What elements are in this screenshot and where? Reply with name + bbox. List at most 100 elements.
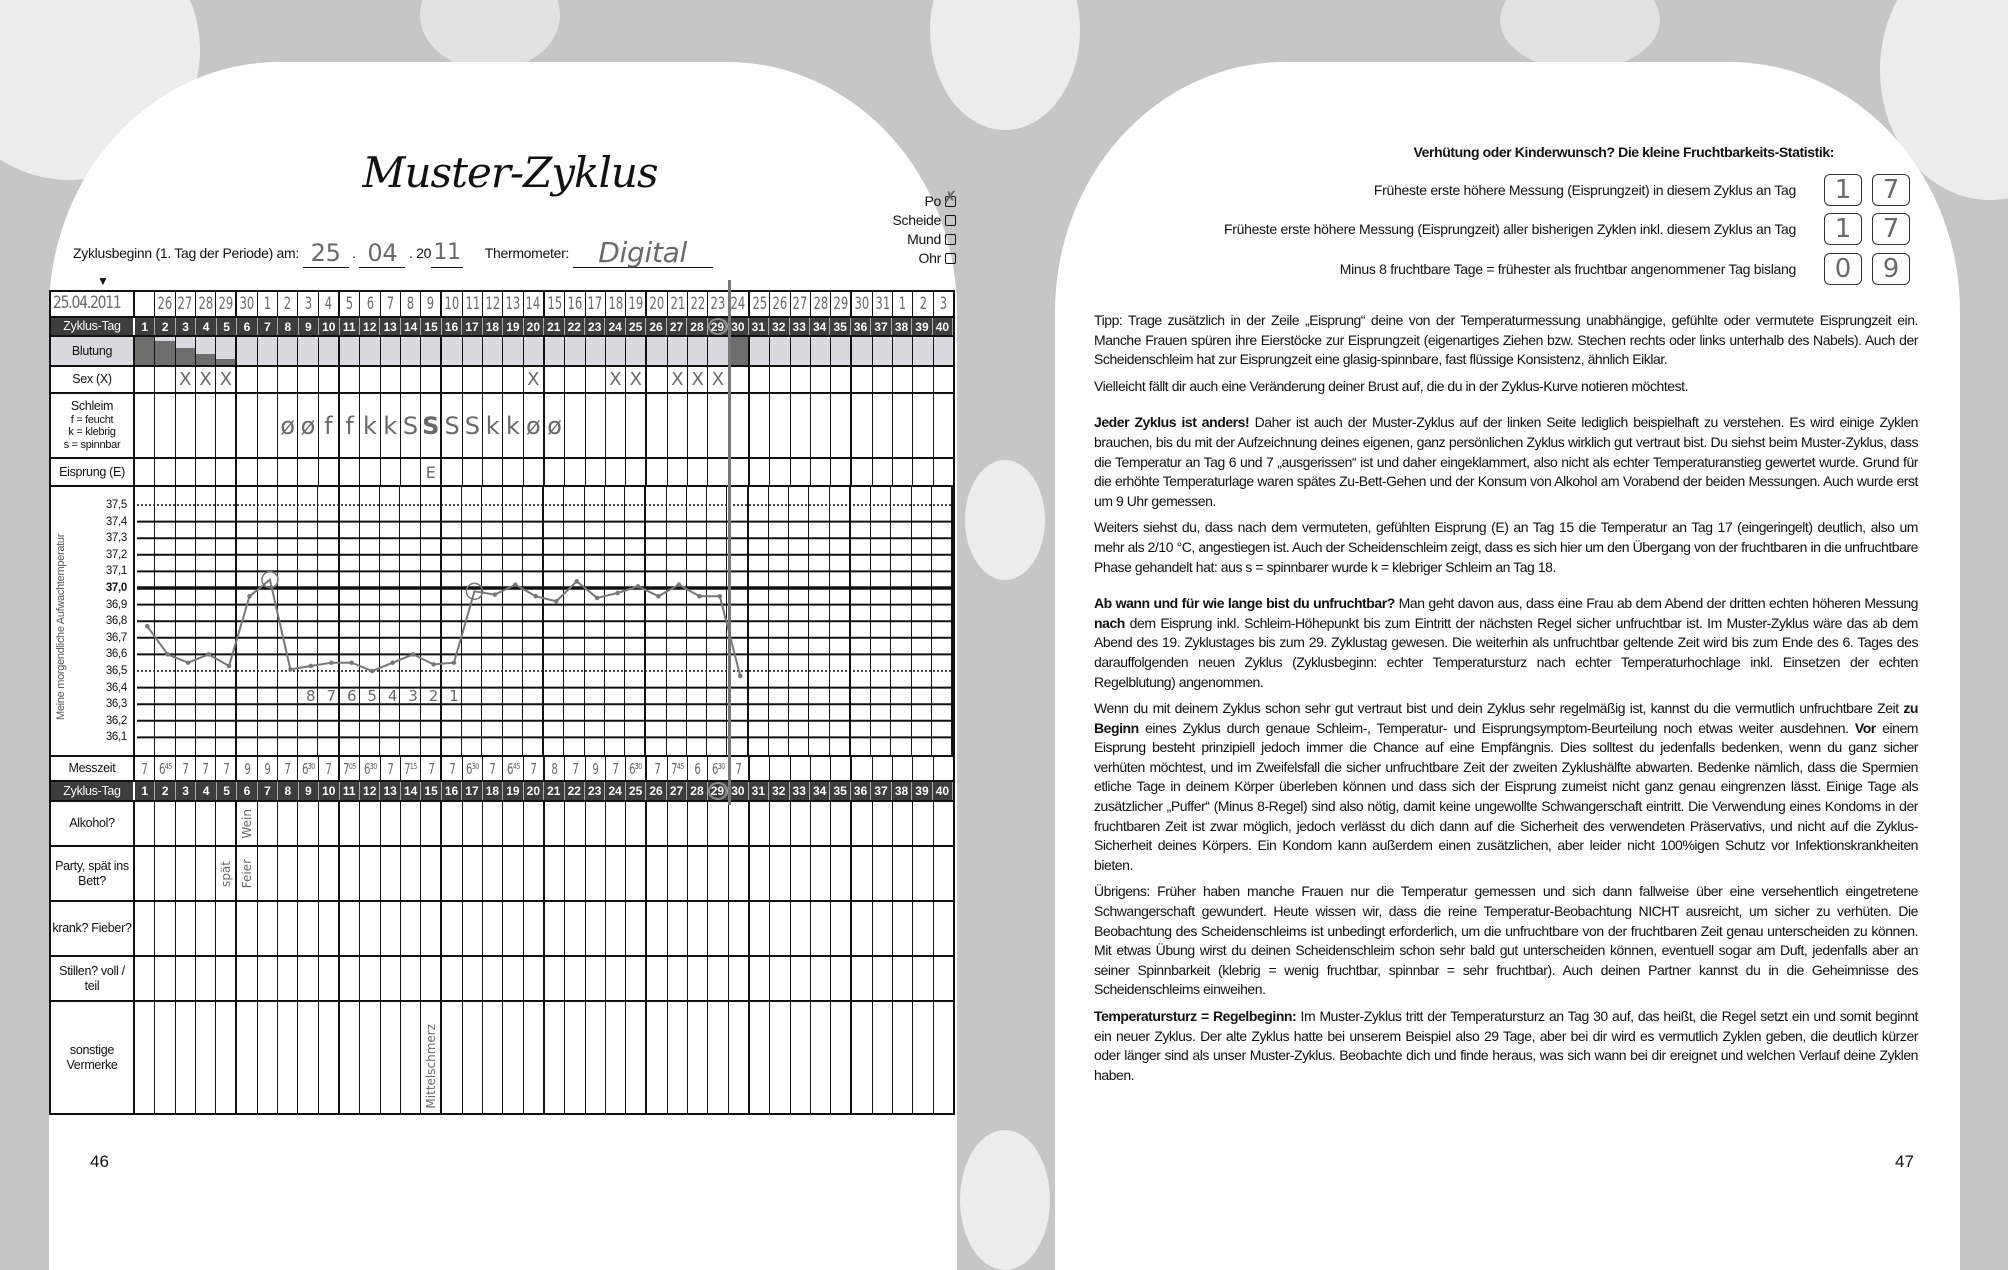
day-cell[interactable] (401, 902, 422, 955)
day-cell[interactable] (913, 459, 934, 485)
day-cell[interactable]: 18 (483, 318, 504, 335)
day-cell[interactable] (811, 367, 832, 392)
day-cell[interactable] (647, 394, 668, 457)
day-cell[interactable] (278, 367, 299, 392)
day-cell[interactable]: 7 (381, 757, 401, 780)
day-cell[interactable]: 19 (626, 292, 648, 316)
day-cell[interactable] (626, 1002, 648, 1113)
day-cell[interactable] (565, 1002, 586, 1113)
day-cell[interactable]: 1 (258, 292, 279, 316)
day-cell[interactable]: 15 (421, 782, 442, 800)
day-cell[interactable]: 16 (442, 782, 463, 800)
day-cell[interactable] (421, 337, 443, 365)
day-cell[interactable] (729, 367, 750, 392)
day-cell[interactable]: 16 (442, 318, 463, 335)
day-cell[interactable]: 27 (791, 292, 811, 316)
day-cell[interactable]: 9 (299, 782, 320, 800)
day-cell[interactable] (360, 367, 381, 392)
day-cell[interactable]: 8 (278, 782, 299, 800)
day-cell[interactable] (340, 847, 361, 900)
day-cell[interactable] (750, 757, 771, 780)
day-cell[interactable] (298, 902, 319, 955)
day-cell[interactable] (298, 337, 319, 365)
day-cell[interactable]: 7 (216, 757, 238, 780)
day-cell[interactable]: 20 (524, 782, 545, 800)
day-cell[interactable]: 30 (728, 318, 749, 335)
day-cell[interactable] (729, 459, 750, 485)
day-cell[interactable] (135, 1002, 156, 1113)
day-cell[interactable] (421, 957, 443, 1000)
day-cell[interactable]: 29 (831, 292, 853, 316)
day-cell[interactable] (811, 802, 832, 845)
day-cell[interactable] (729, 902, 750, 955)
day-cell[interactable]: 4 (196, 782, 217, 800)
day-cell[interactable] (852, 957, 873, 1000)
day-cell[interactable] (770, 957, 791, 1000)
day-cell[interactable] (381, 847, 401, 900)
day-cell[interactable] (278, 1002, 299, 1113)
day-cell[interactable] (770, 757, 791, 780)
day-cell[interactable]: 6 (688, 757, 709, 780)
day-cell[interactable] (934, 367, 953, 392)
day-cell[interactable] (503, 847, 524, 900)
day-cell[interactable] (319, 802, 340, 845)
day-cell[interactable]: 33 (790, 782, 810, 800)
day-cell[interactable]: 17 (586, 292, 606, 316)
day-cell[interactable] (626, 337, 648, 365)
day-cell[interactable]: 29 (708, 318, 729, 335)
day-cell[interactable] (688, 1002, 709, 1113)
day-cell[interactable]: ø (524, 394, 545, 457)
day-cell[interactable]: 24 (729, 292, 750, 316)
day-cell[interactable]: 7 (524, 757, 545, 780)
day-cell[interactable] (893, 1002, 914, 1113)
day-cell[interactable]: 5 (340, 292, 361, 316)
day-cell[interactable]: 30 (237, 292, 258, 316)
day-cell[interactable]: S (401, 394, 422, 457)
day-cell[interactable] (401, 337, 422, 365)
day-cell[interactable] (893, 902, 914, 955)
day-cell[interactable] (873, 957, 893, 1000)
day-cell[interactable] (606, 394, 627, 457)
day-cell[interactable]: 40 (933, 782, 954, 800)
day-cell[interactable]: 38 (892, 318, 913, 335)
day-cell[interactable] (278, 802, 299, 845)
day-cell[interactable]: 29 (216, 292, 238, 316)
day-cell[interactable] (278, 337, 299, 365)
day-cell[interactable]: 40 (933, 318, 954, 335)
day-cell[interactable]: spät (216, 847, 238, 900)
day-cell[interactable]: 12 (360, 318, 381, 335)
day-cell[interactable]: 19 (503, 318, 524, 335)
day-cell[interactable]: E (421, 459, 443, 485)
day-cell[interactable] (811, 459, 832, 485)
day-cell[interactable] (770, 1002, 791, 1113)
day-cell[interactable] (873, 902, 893, 955)
day-cell[interactable] (708, 957, 729, 1000)
day-cell[interactable] (258, 459, 279, 485)
day-cell[interactable]: 7 (729, 757, 750, 780)
day-cell[interactable] (893, 847, 914, 900)
day-cell[interactable]: 6³⁰ (708, 757, 729, 780)
day-cell[interactable]: 28 (687, 782, 708, 800)
day-cell[interactable] (319, 459, 340, 485)
day-cell[interactable]: 7 (483, 757, 504, 780)
day-cell[interactable] (770, 459, 791, 485)
day-cell[interactable] (176, 957, 196, 1000)
day-cell[interactable]: 26 (155, 292, 176, 316)
day-cell[interactable] (196, 847, 217, 900)
day-cell[interactable] (565, 367, 586, 392)
day-cell[interactable] (934, 459, 953, 485)
day-cell[interactable]: f (319, 394, 340, 457)
day-cell[interactable]: 2 (155, 782, 176, 800)
day-cell[interactable] (545, 957, 566, 1000)
day-cell[interactable]: 19 (503, 782, 524, 800)
day-cell[interactable] (298, 459, 319, 485)
day-cell[interactable]: 20 (524, 318, 545, 335)
day-cell[interactable]: X (708, 367, 729, 392)
day-cell[interactable]: 35 (830, 318, 851, 335)
day-cell[interactable] (503, 1002, 524, 1113)
day-cell[interactable] (360, 337, 381, 365)
day-cell[interactable]: 39 (912, 782, 933, 800)
day-cell[interactable]: 37 (871, 318, 892, 335)
day-cell[interactable] (216, 902, 238, 955)
day-cell[interactable] (750, 902, 771, 955)
